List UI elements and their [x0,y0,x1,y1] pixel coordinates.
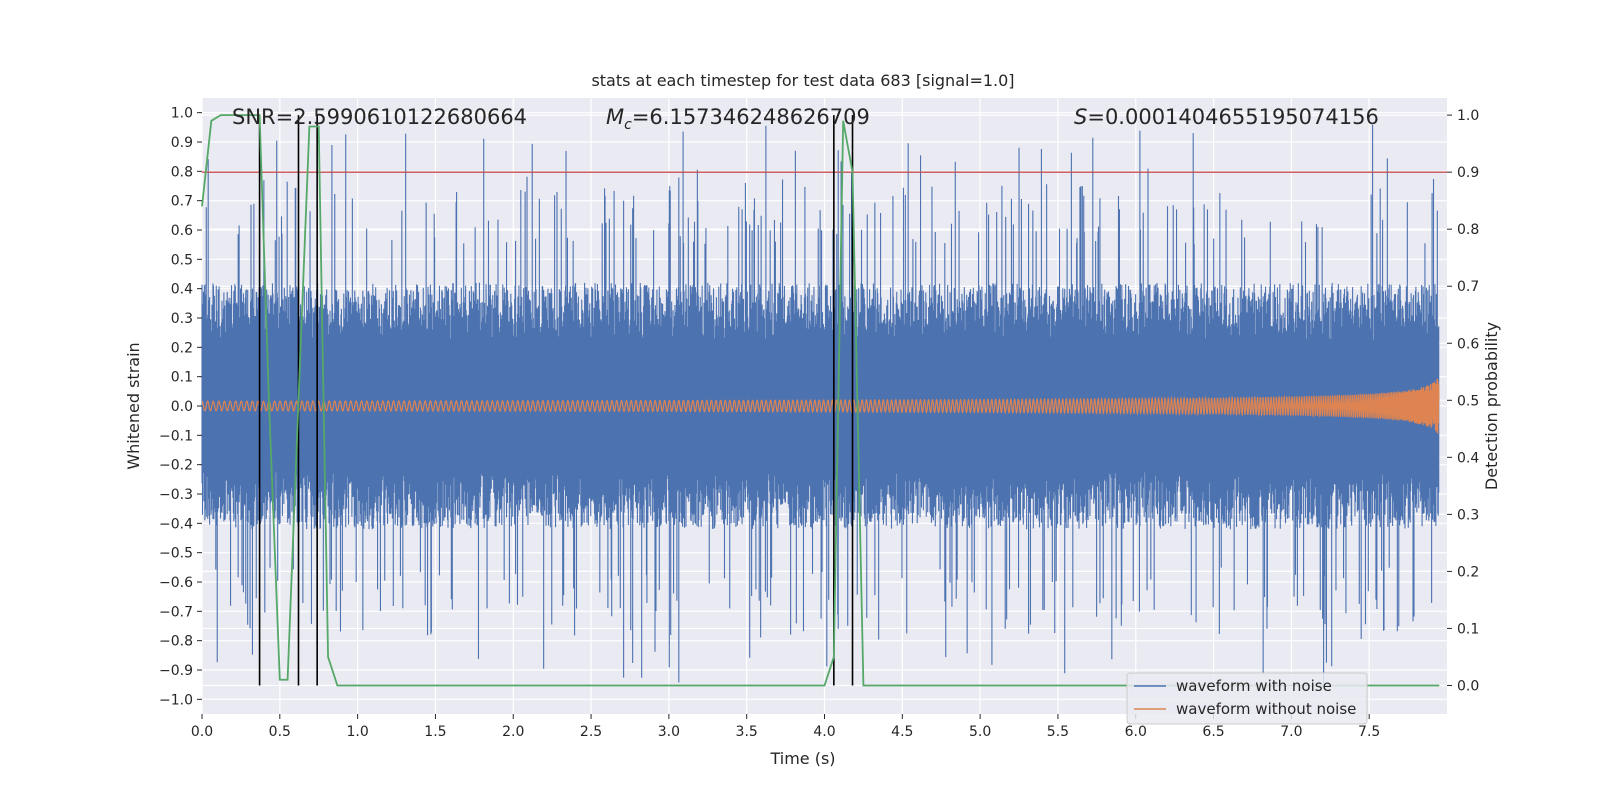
y-tick-label: 0.8 [171,164,193,180]
y2-tick-label: 1.0 [1457,108,1479,124]
x-tick-label: 7.5 [1358,724,1380,740]
y-tick-label: −0.8 [159,634,193,650]
x-tick-label: 6.5 [1202,724,1224,740]
mc-symbol: M [606,105,624,129]
y2-tick-label: 0.1 [1457,621,1479,637]
waveform-without-noise [201,378,1440,434]
y-tick-label: −0.6 [159,575,193,591]
y-tick-label: −0.3 [159,487,193,503]
x-axis-label: Time (s) [769,749,835,768]
y-axis-label: Whitened strain [124,342,143,469]
y-tick-label: −1.0 [159,692,193,708]
y2-tick-label: 0.6 [1457,336,1479,352]
x-tick-label: 6.0 [1125,724,1147,740]
y-tick-label: 1.0 [171,106,193,122]
y-tick-label: −0.9 [159,663,193,679]
y2-tick-label: 0.3 [1457,507,1479,523]
s-annotation: S=0.0001404655195074156 [1074,105,1379,129]
y2-tick-label: 0.9 [1457,165,1479,181]
mc-value: =6.157346248626709 [632,105,870,129]
x-tick-label: 7.0 [1280,724,1302,740]
x-tick-label: 4.0 [813,724,835,740]
y2-tick-label: 0.2 [1457,564,1479,580]
y2-axis-label: Detection probability [1482,322,1501,490]
y2-tick-label: 0.0 [1457,678,1479,694]
chart-title: stats at each timestep for test data 683… [591,71,1014,90]
y-tick-label: 0.4 [171,282,193,298]
y-tick-label: 0.9 [171,135,193,151]
x-tick-label: 1.0 [346,724,368,740]
legend-label-noise: waveform with noise [1176,677,1332,695]
clean-path [201,378,1440,434]
x-tick-label: 2.0 [502,724,524,740]
x-tick-label: 0.0 [191,724,213,740]
x-tick-label: 1.5 [424,724,446,740]
y-tick-label: −0.7 [159,604,193,620]
y-tick-label: −0.1 [159,428,193,444]
y-tick-label: 0.0 [171,399,193,415]
y-tick-label: 0.6 [171,223,193,239]
y2-tick-label: 0.7 [1457,279,1479,295]
x-tick-label: 5.5 [1047,724,1069,740]
axis-ticks: 0.0 0.5 1.0 1.5 2.0 2.5 3.0 3.5 4.0 4.5 5.0 5.5 6.0 6… [159,106,1479,740]
y-tick-label: −0.4 [159,516,193,532]
s-value: =0.0001404655195074156 [1087,105,1379,129]
y-tick-label: 0.3 [171,311,193,327]
y2-tick-label: 0.8 [1457,222,1479,238]
y-tick-label: −0.5 [159,546,193,562]
x-tick-label: 0.5 [269,724,291,740]
y-tick-label: −0.2 [159,458,193,474]
legend-label-clean: waveform without noise [1176,700,1356,718]
mc-subscript: c [624,117,632,133]
x-tick-label: 2.5 [580,724,602,740]
y2-tick-label: 0.4 [1457,450,1479,466]
s-symbol: S [1074,105,1087,129]
probability-path [201,114,1440,687]
y-tick-label: 0.1 [171,370,193,386]
y-tick-label: 0.2 [171,340,193,356]
mc-annotation: Mc=6.157346248626709 [606,105,870,133]
y-tick-label: 0.5 [171,252,193,268]
legend: waveform with noise waveform without noi… [1126,672,1368,725]
detection-probability [201,114,1440,687]
x-tick-label: 3.0 [658,724,680,740]
legend-box [1126,672,1368,725]
y2-tick-label: 0.5 [1457,393,1479,409]
x-tick-label: 4.5 [891,724,913,740]
x-tick-label: 3.5 [736,724,758,740]
snr-annotation: SNR=2.5990610122680664 [232,105,527,129]
y-tick-label: 0.7 [171,194,193,210]
x-tick-label: 5.0 [969,724,991,740]
